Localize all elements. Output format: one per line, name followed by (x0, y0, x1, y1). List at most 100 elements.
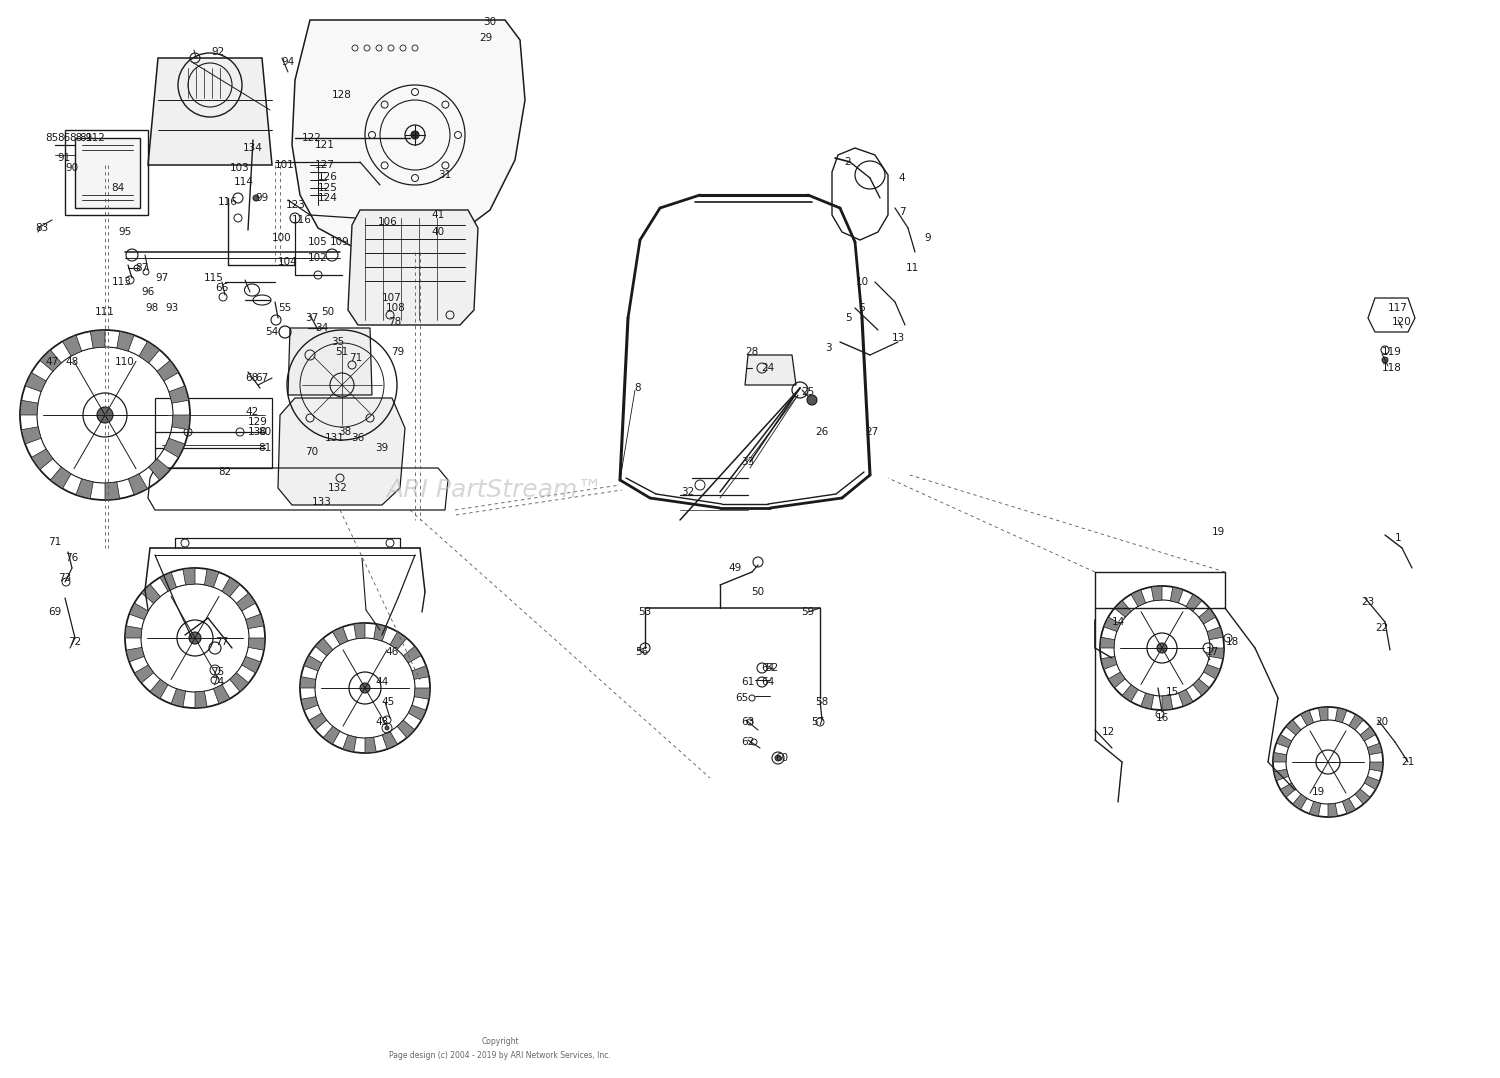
Text: 18: 18 (1226, 637, 1239, 647)
Text: 75: 75 (211, 667, 225, 677)
Text: 122: 122 (302, 133, 322, 143)
Text: 99: 99 (255, 193, 268, 203)
Polygon shape (135, 665, 153, 683)
Text: 108: 108 (386, 303, 406, 313)
Polygon shape (1360, 727, 1376, 741)
Text: 105: 105 (308, 237, 328, 247)
Text: 54: 54 (266, 327, 279, 337)
Text: 112: 112 (86, 133, 106, 143)
Text: 116: 116 (292, 215, 312, 225)
Text: 21: 21 (1401, 757, 1414, 768)
Text: 78: 78 (388, 317, 402, 327)
Text: 32: 32 (681, 487, 694, 497)
Polygon shape (148, 459, 170, 480)
Polygon shape (300, 677, 316, 688)
Polygon shape (20, 400, 38, 415)
Text: 57: 57 (812, 717, 825, 727)
Text: 126: 126 (318, 172, 338, 182)
Text: 43: 43 (375, 717, 388, 727)
Text: 14: 14 (1112, 617, 1125, 627)
Polygon shape (408, 705, 426, 720)
Text: 26: 26 (816, 427, 828, 437)
Polygon shape (230, 673, 249, 692)
Text: 67: 67 (255, 373, 268, 383)
Polygon shape (21, 427, 40, 444)
Polygon shape (374, 624, 387, 641)
Text: 44: 44 (375, 677, 388, 687)
Polygon shape (129, 603, 149, 620)
Text: Page design (c) 2004 - 2019 by ARI Network Services, Inc.: Page design (c) 2004 - 2019 by ARI Netwo… (388, 1050, 610, 1060)
Polygon shape (1274, 752, 1287, 762)
Text: 12: 12 (1101, 727, 1114, 737)
Polygon shape (26, 373, 46, 391)
Polygon shape (246, 614, 264, 628)
Text: 129: 129 (248, 417, 268, 427)
Circle shape (386, 725, 388, 730)
Text: 96: 96 (141, 287, 154, 298)
Text: 5: 5 (844, 313, 852, 323)
Polygon shape (222, 578, 240, 596)
Polygon shape (333, 627, 348, 645)
Text: 89: 89 (80, 133, 93, 143)
Text: 97: 97 (156, 273, 168, 284)
Polygon shape (1162, 695, 1173, 710)
Polygon shape (1293, 794, 1306, 810)
Polygon shape (1318, 707, 1328, 720)
Text: 29: 29 (480, 33, 492, 43)
Text: 19: 19 (1212, 527, 1224, 537)
Polygon shape (1354, 789, 1370, 804)
Text: 38: 38 (339, 427, 351, 437)
Text: 51: 51 (336, 347, 348, 357)
Text: 46: 46 (386, 647, 399, 657)
Circle shape (807, 395, 818, 405)
Circle shape (411, 132, 419, 139)
Polygon shape (413, 666, 429, 679)
Polygon shape (1203, 664, 1221, 679)
Polygon shape (1276, 734, 1292, 748)
Text: 52: 52 (765, 663, 778, 673)
Circle shape (776, 755, 782, 761)
Text: 113: 113 (112, 277, 132, 287)
Polygon shape (302, 696, 318, 710)
Text: 66: 66 (216, 284, 228, 293)
Text: 124: 124 (318, 193, 338, 203)
Text: 106: 106 (378, 217, 398, 227)
Polygon shape (183, 568, 195, 585)
Text: 53: 53 (639, 607, 651, 617)
Polygon shape (278, 398, 405, 505)
Text: 133: 133 (312, 497, 332, 507)
Text: 19: 19 (1311, 787, 1324, 797)
Polygon shape (126, 648, 144, 662)
Text: 6: 6 (858, 303, 865, 313)
Circle shape (254, 195, 260, 201)
Polygon shape (288, 328, 372, 395)
Text: 50: 50 (752, 588, 765, 597)
Text: 130: 130 (248, 427, 268, 437)
Text: 50: 50 (321, 307, 334, 317)
Text: 72: 72 (69, 637, 81, 647)
Text: 114: 114 (234, 177, 254, 186)
Polygon shape (322, 727, 340, 744)
Polygon shape (248, 638, 266, 650)
Text: 100: 100 (272, 233, 292, 243)
Text: 45: 45 (381, 697, 394, 707)
Polygon shape (148, 58, 272, 165)
Polygon shape (1281, 783, 1296, 798)
Polygon shape (1365, 776, 1380, 789)
Text: 86: 86 (57, 133, 70, 143)
Polygon shape (164, 439, 184, 457)
Polygon shape (1198, 608, 1215, 624)
Text: 77: 77 (216, 637, 228, 647)
Text: 121: 121 (315, 140, 334, 150)
Text: 27: 27 (865, 427, 879, 437)
Polygon shape (171, 689, 186, 707)
Circle shape (360, 683, 370, 693)
Text: 59: 59 (801, 607, 814, 617)
Polygon shape (746, 355, 796, 385)
Polygon shape (1286, 720, 1300, 735)
Polygon shape (398, 720, 416, 737)
Polygon shape (51, 467, 70, 488)
Text: 84: 84 (111, 183, 125, 193)
Polygon shape (1368, 743, 1382, 755)
Text: 24: 24 (762, 363, 774, 373)
